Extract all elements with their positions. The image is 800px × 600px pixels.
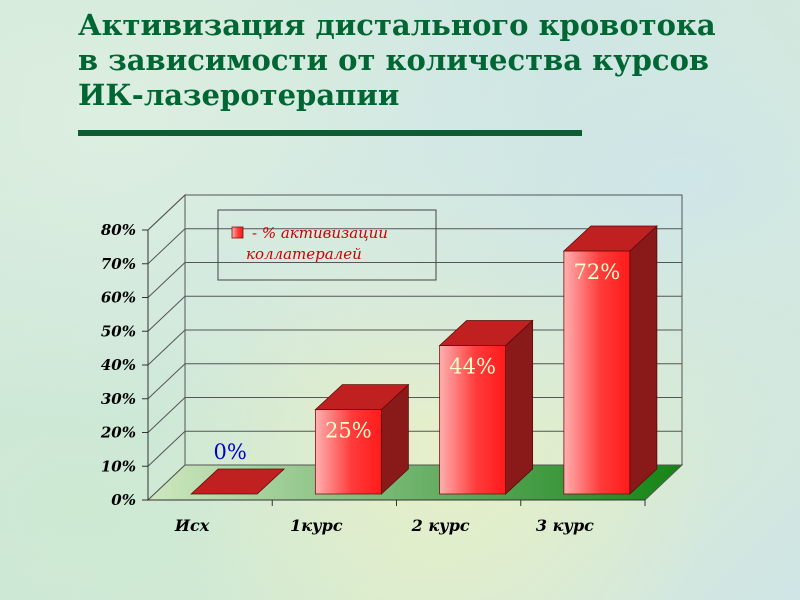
x-tick-label: 1курс (290, 516, 343, 535)
y-tick-label: 10% (101, 457, 136, 475)
bar (314, 383, 410, 495)
data-label: 44% (449, 355, 496, 379)
slide-title: Активизация дистального кровотока в зави… (78, 8, 778, 113)
bar-top (314, 384, 410, 411)
y-tick-label: 40% (101, 356, 136, 374)
y-tick-label: 0% (111, 491, 136, 509)
title-line-3: ИК-лазеротерапии (78, 78, 400, 112)
bar-series (190, 225, 658, 495)
bar-side (505, 319, 534, 495)
y-axis: 0% 10% 20% 30% 40% 50% 60% 70% 80% (100, 221, 149, 509)
y-tick-label: 30% (101, 390, 136, 408)
bar (438, 319, 534, 495)
bar-front (439, 345, 507, 495)
y-tick-label: 60% (101, 289, 136, 307)
y-tick-label: 20% (100, 424, 136, 442)
legend-swatch (231, 226, 244, 239)
bar-top (562, 225, 658, 252)
x-tick-label: 3 курс (536, 516, 594, 535)
x-tick-label: 2 курс (411, 516, 470, 535)
data-labels: 0% 25% 44% 72% (213, 260, 620, 464)
bar-top (438, 320, 534, 346)
legend-label: - % активизации (252, 224, 388, 242)
bar (190, 468, 286, 495)
gridline (147, 194, 682, 231)
bar-top (190, 468, 286, 495)
x-tick-label: Исх (174, 516, 210, 535)
title-line-2: в зависимости от количества курсов (78, 43, 710, 77)
x-axis: Исх 1курс 2 курс 3 курс (148, 499, 646, 535)
gridline (147, 295, 682, 332)
bar-front (314, 409, 382, 495)
bar (562, 225, 658, 495)
gridline (147, 228, 682, 265)
data-label: 72% (574, 260, 621, 284)
bar-front (563, 250, 631, 495)
data-label: 0% (213, 440, 246, 464)
chart-legend: - % активизации коллатералей (217, 209, 437, 281)
legend-box (217, 209, 437, 281)
bar-side (629, 225, 658, 495)
gridline (147, 262, 682, 298)
y-tick-label: 70% (101, 255, 136, 273)
y-tick-label: 80% (101, 221, 136, 239)
title-line-1: Активизация дистального кровотока (78, 8, 716, 42)
legend-label: коллатералей (246, 245, 362, 263)
data-label: 25% (325, 419, 372, 443)
y-tick-label: 50% (101, 322, 136, 340)
title-underline (78, 130, 582, 136)
